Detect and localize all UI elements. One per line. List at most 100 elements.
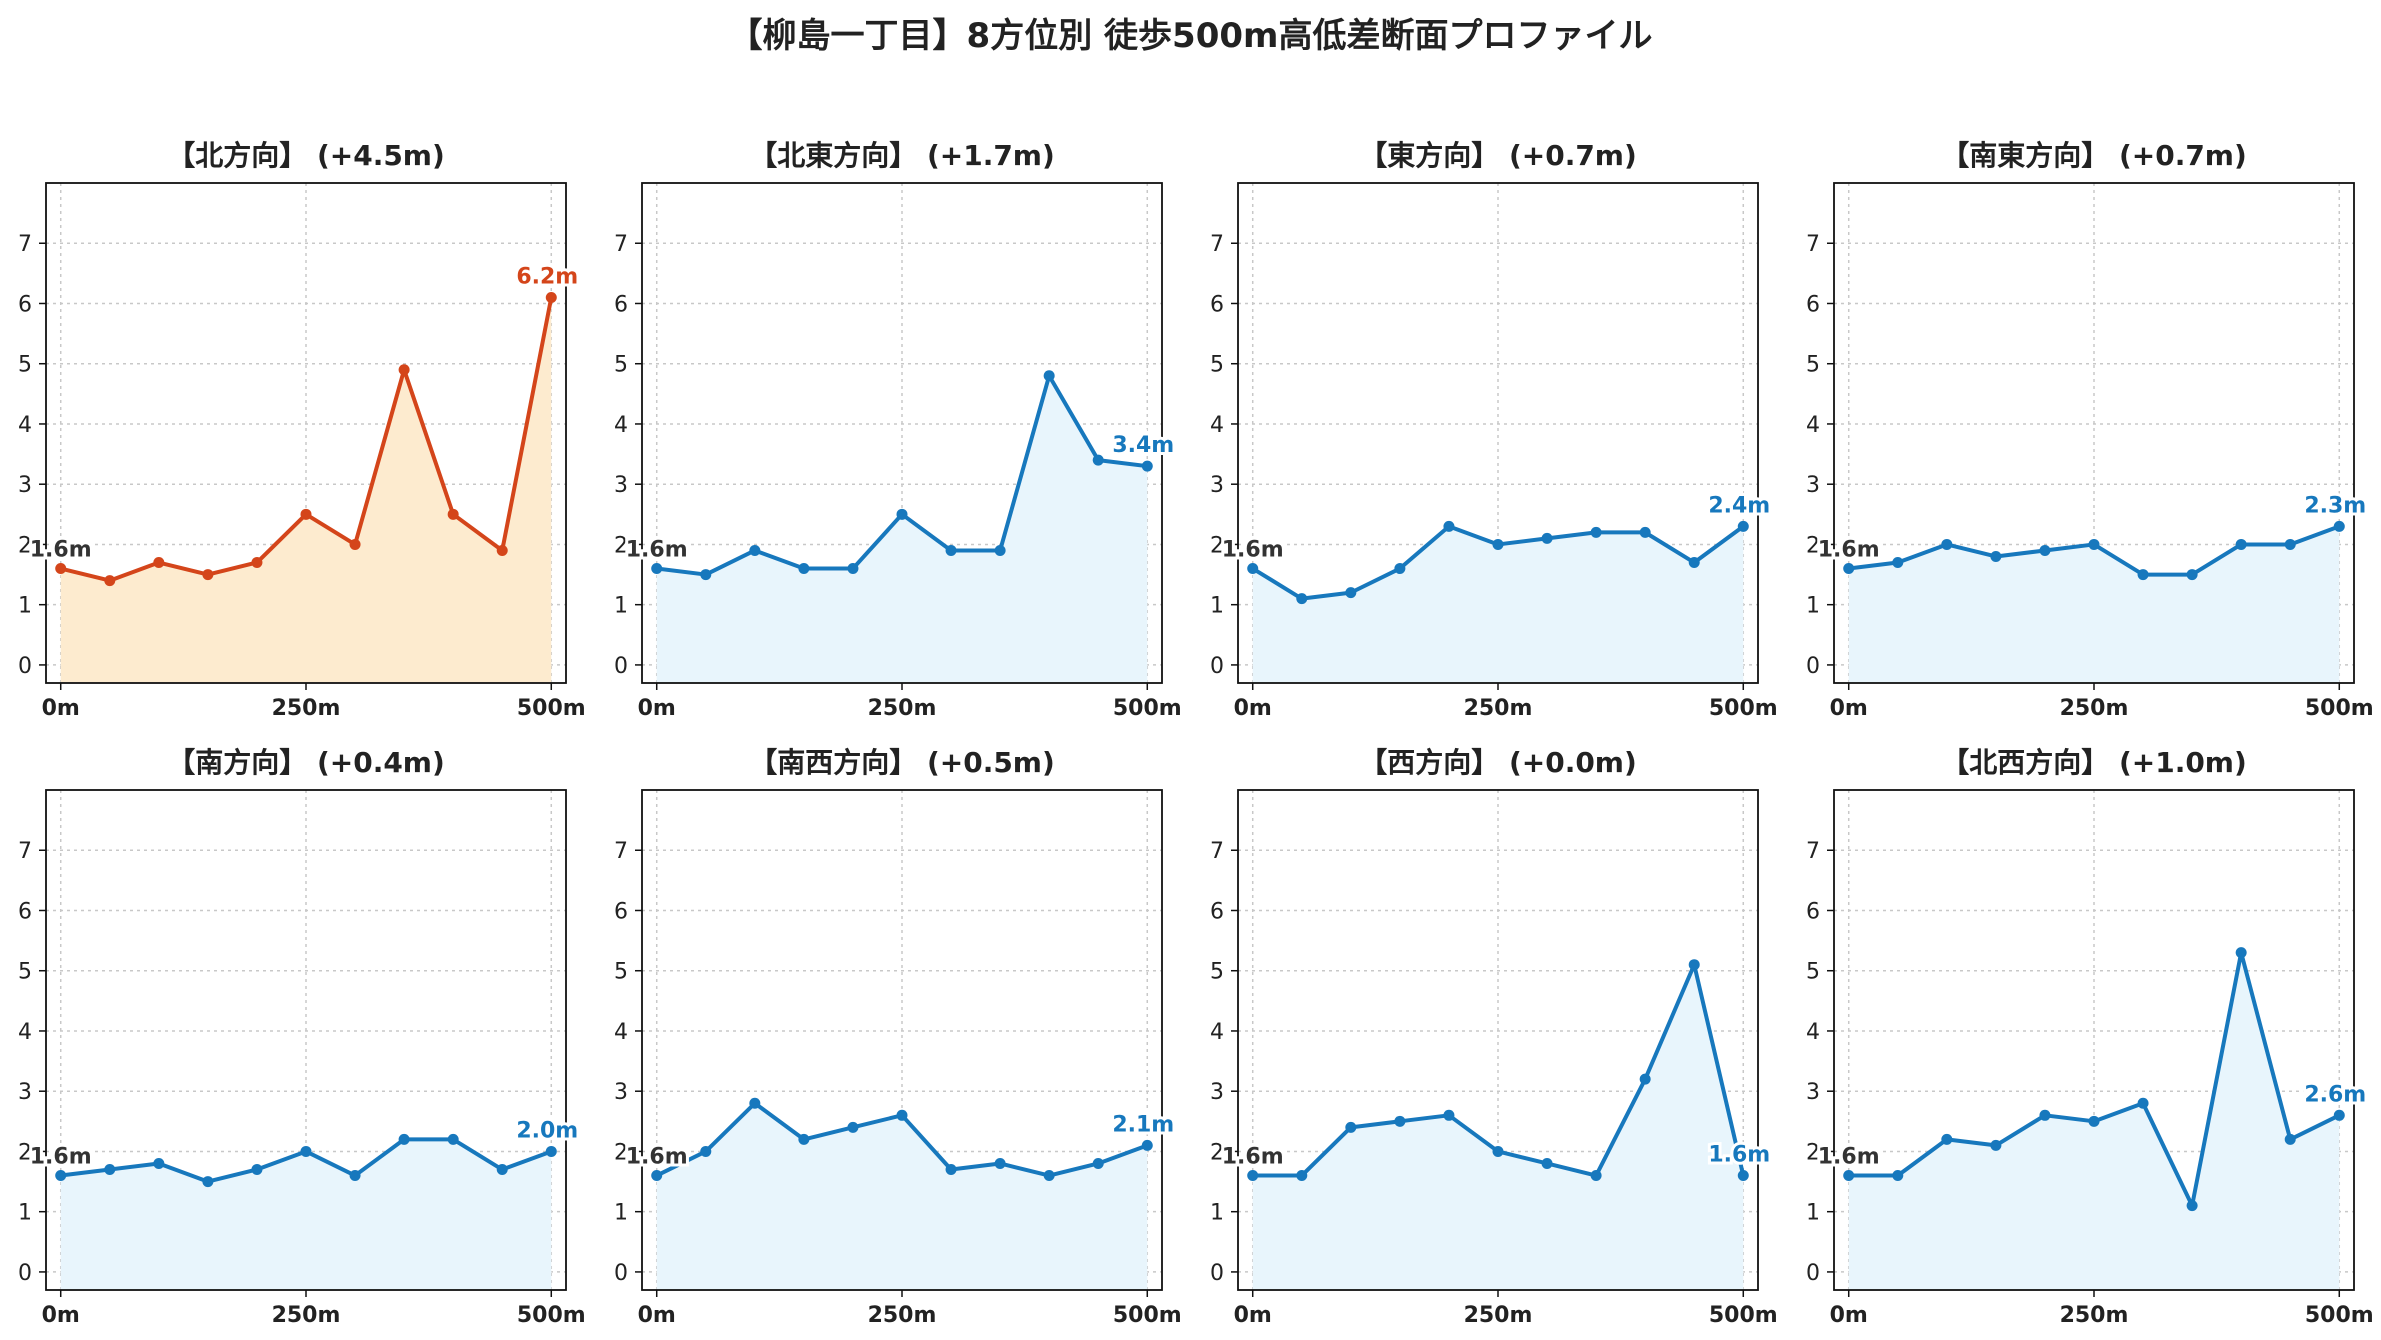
panel-title: 【南東方向】 (+0.7m): [1941, 139, 2247, 172]
data-point: [2088, 1115, 2100, 1127]
area-fill: [1848, 526, 2340, 683]
start-label: 1.6m: [1818, 1145, 1880, 1170]
y-tick-label: 2: [614, 1140, 628, 1165]
y-tick-label: 0: [18, 1261, 32, 1286]
data-point: [2333, 1109, 2345, 1121]
start-label: 1.6m: [626, 538, 688, 563]
end-label: 2.3m: [2304, 493, 2366, 518]
x-tick-label: 250m: [1464, 1303, 1533, 1328]
data-point: [749, 1097, 761, 1109]
y-tick-label: 1: [614, 1201, 628, 1226]
data-point: [545, 291, 557, 303]
y-tick-label: 0: [18, 654, 32, 679]
y-tick-label: 4: [18, 413, 32, 438]
data-point: [1247, 1170, 1259, 1182]
y-tick-label: 4: [1806, 413, 1820, 438]
y-tick-label: 5: [614, 353, 628, 378]
data-point: [1443, 520, 1455, 532]
panel-title: 【北方向】 (+4.5m): [167, 139, 445, 172]
y-tick-label: 3: [1210, 473, 1224, 498]
y-tick-label: 3: [1806, 1080, 1820, 1105]
panel-title: 【西方向】 (+0.0m): [1359, 746, 1637, 779]
data-point: [1492, 1145, 1504, 1157]
y-tick-label: 6: [18, 292, 32, 317]
data-point: [1892, 557, 1904, 569]
data-point: [1541, 1157, 1553, 1169]
y-tick-label: 4: [1210, 413, 1224, 438]
y-tick-label: 2: [18, 533, 32, 558]
y-tick-label: 3: [1806, 473, 1820, 498]
x-tick-label: 500m: [1709, 1303, 1778, 1328]
data-point: [251, 1164, 263, 1176]
data-point: [202, 569, 214, 581]
y-tick-label: 2: [1806, 533, 1820, 558]
start-label: 1.6m: [30, 538, 92, 563]
data-point: [496, 1164, 508, 1176]
x-tick-label: 250m: [868, 696, 937, 721]
area-fill: [656, 375, 1148, 683]
y-tick-label: 0: [614, 654, 628, 679]
x-tick-label: 250m: [1464, 696, 1533, 721]
chart-panel-0: 【北方向】 (+4.5m) 0 1 2 3 4 5 6 7 0m 250m 500m 1.6m 6.2m: [18, 139, 586, 721]
panel-title: 【北東方向】 (+1.7m): [749, 139, 1055, 172]
data-point: [104, 1164, 116, 1176]
data-point: [2284, 1133, 2296, 1145]
area-fill: [60, 297, 552, 683]
data-point: [1092, 454, 1104, 466]
y-tick-label: 1: [18, 1201, 32, 1226]
start-label: 1.6m: [1818, 538, 1880, 563]
data-point: [1941, 538, 1953, 550]
y-tick-label: 3: [614, 473, 628, 498]
y-tick-label: 7: [614, 232, 628, 257]
end-label: 2.4m: [1708, 493, 1770, 518]
data-point: [349, 1170, 361, 1182]
data-point: [300, 508, 312, 520]
data-point: [1443, 1109, 1455, 1121]
x-tick-label: 250m: [272, 1303, 341, 1328]
data-point: [104, 575, 116, 587]
data-point: [1247, 563, 1259, 575]
x-tick-label: 0m: [1234, 696, 1272, 721]
y-tick-label: 4: [614, 413, 628, 438]
y-tick-label: 5: [1806, 353, 1820, 378]
data-point: [1843, 1170, 1855, 1182]
y-tick-label: 5: [18, 960, 32, 985]
x-tick-label: 0m: [638, 1303, 676, 1328]
area-fill: [656, 1103, 1148, 1290]
y-tick-label: 7: [1210, 839, 1224, 864]
x-tick-label: 250m: [2060, 1303, 2129, 1328]
start-label: 1.6m: [30, 1145, 92, 1170]
data-point: [1688, 959, 1700, 971]
data-point: [1990, 1139, 2002, 1151]
data-point: [1941, 1133, 1953, 1145]
data-point: [2235, 947, 2247, 959]
data-point: [447, 1133, 459, 1145]
data-point: [1394, 563, 1406, 575]
x-tick-label: 250m: [272, 696, 341, 721]
data-point: [896, 508, 908, 520]
data-point: [349, 538, 361, 550]
y-tick-label: 6: [614, 292, 628, 317]
data-point: [1345, 1121, 1357, 1133]
chart-panel-4: 【南方向】 (+0.4m) 0 1 2 3 4 5 6 7 0m 250m 500m 1.6m 2.0m: [18, 746, 586, 1328]
y-tick-label: 7: [18, 232, 32, 257]
data-point: [398, 364, 410, 376]
data-point: [2186, 1200, 2198, 1212]
y-tick-label: 1: [614, 594, 628, 619]
chart-panel-2: 【東方向】 (+0.7m) 0 1 2 3 4 5 6 7 0m 250m 500m 1.6m 2.4m: [1210, 139, 1778, 721]
x-tick-label: 500m: [1113, 1303, 1182, 1328]
start-label: 1.6m: [1222, 1145, 1284, 1170]
y-tick-label: 1: [18, 594, 32, 619]
data-point: [1990, 550, 2002, 562]
y-tick-label: 1: [1806, 594, 1820, 619]
data-point: [1043, 1170, 1055, 1182]
data-point: [447, 508, 459, 520]
y-tick-label: 5: [1210, 960, 1224, 985]
x-tick-label: 0m: [1234, 1303, 1272, 1328]
data-point: [945, 544, 957, 556]
y-tick-label: 1: [1210, 594, 1224, 619]
y-tick-label: 7: [1210, 232, 1224, 257]
data-point: [1590, 1170, 1602, 1182]
data-point: [2186, 569, 2198, 581]
data-point: [1394, 1115, 1406, 1127]
